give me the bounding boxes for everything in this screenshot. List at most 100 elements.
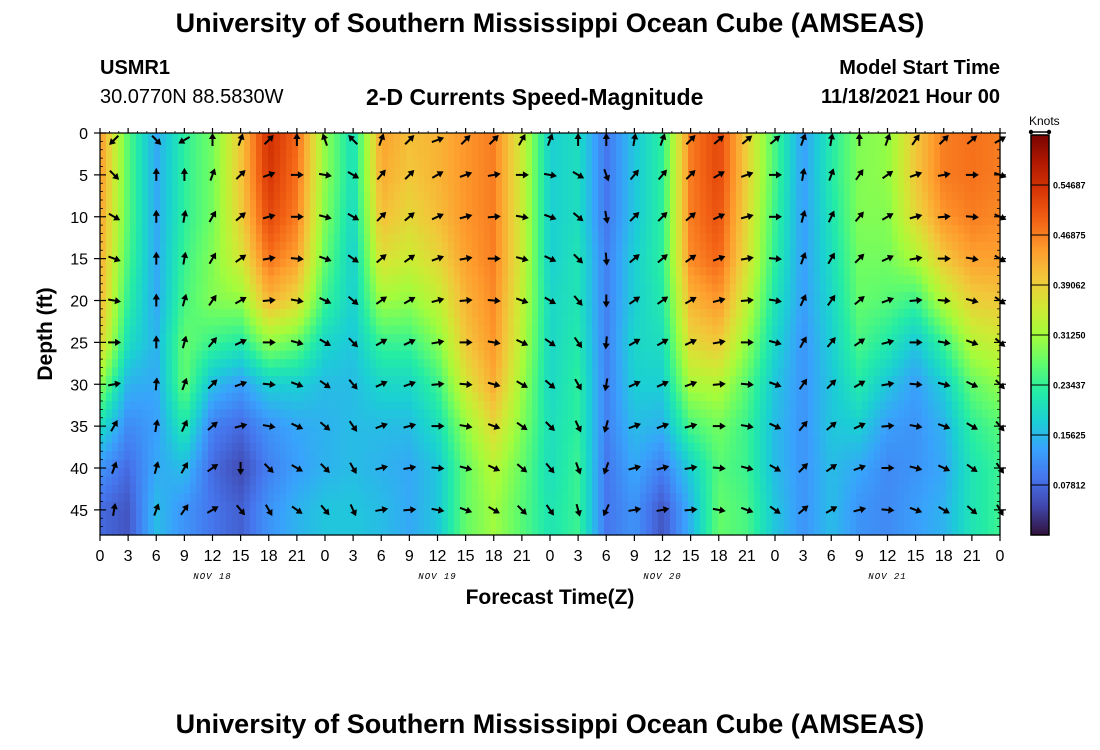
heatmap-cell [712, 300, 719, 310]
heatmap-cell [490, 350, 497, 360]
heatmap-cell [292, 501, 299, 511]
heatmap-cell [298, 174, 305, 184]
heatmap-cell [406, 350, 413, 360]
heatmap-cell [424, 208, 431, 218]
heatmap-cell [718, 367, 725, 377]
heatmap-cell [670, 250, 677, 260]
heatmap-cell [424, 158, 431, 168]
heatmap-cell [520, 292, 527, 302]
heatmap-cell [136, 334, 143, 343]
heatmap-cell [190, 384, 197, 394]
heatmap-cell [328, 384, 335, 394]
heatmap-cell [316, 451, 323, 461]
heatmap-cell [358, 216, 365, 226]
heatmap-cell [664, 417, 671, 427]
heatmap-cell [508, 392, 515, 402]
heatmap-cell [322, 174, 329, 184]
heatmap-cell [262, 409, 269, 419]
heatmap-cell [430, 317, 437, 327]
heatmap-cell [598, 174, 605, 184]
heatmap-cell [706, 375, 713, 385]
heatmap-cell [274, 174, 281, 184]
heatmap-cell [688, 325, 695, 335]
heatmap-cell [490, 283, 497, 293]
heatmap-cell [328, 250, 335, 260]
heatmap-cell [568, 317, 575, 327]
heatmap-cell [652, 501, 659, 511]
heatmap-cell [622, 367, 629, 377]
heatmap-cell [484, 442, 491, 452]
heatmap-cell [538, 342, 545, 352]
heatmap-cell [304, 484, 311, 494]
heatmap-cell [346, 442, 353, 452]
heatmap-cell [598, 133, 605, 142]
heatmap-cell [364, 183, 371, 193]
heatmap-cell [640, 342, 647, 352]
heatmap-cell [262, 208, 269, 218]
heatmap-cell [112, 191, 119, 201]
heatmap-cell [472, 158, 479, 168]
heatmap-cell [136, 442, 143, 452]
heatmap-cell [328, 484, 335, 494]
heatmap-cell [532, 509, 539, 519]
heatmap-cell [142, 225, 149, 235]
heatmap-cell [466, 451, 473, 461]
heatmap-cell [280, 509, 287, 519]
heatmap-cell [370, 308, 377, 318]
heatmap-cell [352, 417, 359, 427]
heatmap-cell [112, 350, 119, 360]
heatmap-cell [292, 526, 299, 536]
heatmap-cell [484, 409, 491, 419]
heatmap-cell [256, 233, 263, 243]
heatmap-cell [250, 208, 257, 218]
heatmap-cell [568, 166, 575, 176]
heatmap-cell [706, 501, 713, 511]
heatmap-cell [298, 191, 305, 201]
heatmap-cell [418, 509, 425, 519]
heatmap-cell [400, 434, 407, 444]
heatmap-cell [658, 375, 665, 385]
heatmap-cell [256, 300, 263, 310]
heatmap-cell [682, 174, 689, 184]
heatmap-cell [322, 367, 329, 377]
heatmap-cell [442, 334, 449, 343]
heatmap-cell [526, 350, 533, 360]
heatmap-cell [580, 317, 587, 327]
heatmap-cell [184, 183, 191, 193]
heatmap-cell [358, 166, 365, 176]
heatmap-cell [550, 233, 557, 243]
heatmap-cell [184, 166, 191, 176]
heatmap-cell [430, 283, 437, 293]
heatmap-cell [406, 409, 413, 419]
heatmap-cell [436, 216, 443, 226]
heatmap-cell [706, 459, 713, 469]
heatmap-cell [628, 158, 635, 168]
heatmap-cell [646, 442, 653, 452]
heatmap-cell [544, 208, 551, 218]
heatmap-cell [208, 401, 215, 410]
heatmap-cell [316, 300, 323, 310]
heatmap-cell [154, 518, 161, 528]
heatmap-cell [556, 308, 563, 318]
heatmap-cell [436, 350, 443, 360]
heatmap-cell [520, 300, 527, 310]
heatmap-cell [502, 250, 509, 260]
heatmap-cell [280, 442, 287, 452]
heatmap-cell [346, 526, 353, 536]
heatmap-cell [490, 484, 497, 494]
heatmap-cell [238, 275, 245, 285]
heatmap-cell [226, 200, 233, 209]
heatmap-cell [718, 275, 725, 285]
heatmap-cell [280, 359, 287, 369]
heatmap-cell [208, 367, 215, 377]
heatmap-cell [166, 342, 173, 352]
heatmap-cell [238, 359, 245, 369]
heatmap-cell [298, 158, 305, 168]
heatmap-cell [610, 459, 617, 469]
heatmap-cell [370, 183, 377, 193]
heatmap-cell [430, 434, 437, 444]
heatmap-cell [574, 476, 581, 486]
heatmap-cell [694, 325, 701, 335]
heatmap-cell [622, 526, 629, 536]
heatmap-cell [520, 409, 527, 419]
